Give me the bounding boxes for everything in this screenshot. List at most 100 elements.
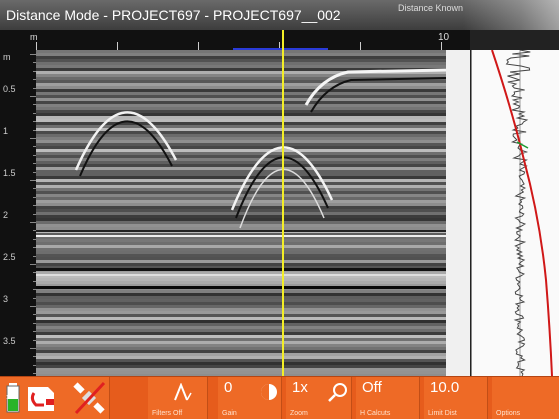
depth-tick	[33, 314, 36, 316]
position-cursor-line[interactable]	[282, 30, 284, 376]
depth-tick	[33, 87, 36, 89]
depth-tick	[33, 272, 36, 274]
distance-unit-label: m	[30, 32, 38, 42]
ruler-tick	[360, 42, 361, 50]
scan-area: m 10 m 0.5 1 1.5 2 2.5 3 3.5	[0, 30, 559, 383]
filter-label: Filters Off	[152, 410, 183, 417]
title-bar: Distance Mode - PROJECT697 - PROJECT697_…	[0, 0, 559, 30]
depth-tick	[30, 96, 36, 97]
depth-tick	[30, 306, 36, 307]
depth-tick	[30, 54, 36, 55]
sd-card-icon[interactable]	[24, 381, 58, 415]
depth-tick	[33, 196, 36, 198]
limit-distance-value: 10.0	[430, 379, 460, 396]
radargram-view[interactable]	[36, 50, 470, 376]
zoom-label: Zoom	[290, 410, 308, 417]
depth-label: 3	[3, 294, 9, 304]
trace-curve	[491, 49, 553, 377]
distance-end-label: 10	[438, 32, 450, 43]
radar-bands	[36, 50, 446, 376]
zoom-button[interactable]: 1x Zoom	[286, 377, 352, 419]
depth-tick	[33, 331, 36, 333]
depth-tick	[33, 373, 36, 375]
depth-tick	[33, 62, 36, 64]
depth-tick	[33, 255, 36, 257]
depth-tick	[33, 112, 36, 114]
depth-tick	[33, 104, 36, 106]
gps-satellite-icon[interactable]	[72, 379, 108, 417]
depth-tick	[33, 171, 36, 173]
depth-tick	[33, 238, 36, 240]
distance-ruler: m 10	[0, 30, 470, 51]
ruler-tick	[279, 42, 280, 50]
status-icons-group: 100	[0, 377, 110, 419]
calibration-button[interactable]: Off H Calcuts	[356, 377, 420, 419]
depth-tick	[33, 70, 36, 72]
ruler-tick	[117, 42, 118, 50]
depth-axis: m 0.5 1 1.5 2 2.5 3 3.5	[0, 50, 37, 383]
options-label: Options	[496, 410, 521, 417]
depth-tick	[33, 188, 36, 190]
trace-green-mark	[516, 141, 529, 149]
depth-tick	[30, 222, 36, 223]
magnifier-icon	[328, 383, 347, 402]
trace-panel	[471, 49, 559, 377]
depth-label: 1.5	[3, 168, 16, 178]
depth-tick	[33, 322, 36, 324]
title-glow	[463, 0, 559, 30]
hyperbola-reflection	[230, 146, 334, 211]
depth-label: 0.5	[3, 84, 16, 94]
depth-tick	[33, 79, 36, 81]
zoom-value: 1x	[292, 379, 308, 396]
depth-tick	[33, 356, 36, 358]
gain-button[interactable]: 0 Gain	[218, 377, 282, 419]
depth-tick	[33, 247, 36, 249]
depth-tick	[33, 297, 36, 299]
status-text: Distance Known	[397, 3, 463, 13]
contrast-icon	[261, 384, 277, 400]
depth-tick	[30, 348, 36, 349]
depth-tick	[33, 289, 36, 291]
limit-distance-button[interactable]: 10.0 Limit Dist	[424, 377, 488, 419]
trace-plot	[491, 49, 553, 377]
hyperbola-reflection	[79, 120, 173, 177]
radargram-image	[36, 50, 470, 376]
depth-tick	[33, 163, 36, 165]
hyperbola-reflection	[235, 156, 329, 219]
hyperbola-reflection	[239, 168, 325, 229]
hyperbola-reflection	[74, 111, 178, 171]
depth-label: 2.5	[3, 252, 16, 262]
trace-wiggle	[505, 49, 531, 377]
ruler-tick	[441, 42, 442, 50]
depth-tick	[33, 129, 36, 131]
depth-label: 1	[3, 126, 9, 136]
calibration-label: H Calcuts	[360, 410, 391, 417]
limit-distance-label: Limit Dist	[428, 410, 457, 417]
gain-value: 0	[224, 379, 233, 396]
depth-tick	[33, 121, 36, 123]
surface-reflection	[304, 68, 447, 106]
depth-tick	[33, 364, 36, 366]
surface-reflection	[310, 77, 447, 113]
depth-tick	[33, 280, 36, 282]
bottom-toolbar: 100 Filters Off 0 Gain 1x	[0, 376, 559, 419]
options-button[interactable]: Options	[492, 377, 559, 419]
scan-progress-bar	[233, 48, 328, 51]
calibration-value: Off	[362, 379, 382, 396]
filter-icon	[174, 383, 192, 401]
gain-label: Gain	[222, 410, 237, 417]
depth-tick	[33, 230, 36, 232]
depth-tick	[33, 205, 36, 207]
filter-button[interactable]: Filters Off	[148, 377, 208, 419]
depth-tick	[33, 154, 36, 156]
ruler-tick	[36, 42, 37, 50]
depth-label: 2	[3, 210, 9, 220]
window-title: Distance Mode - PROJECT697 - PROJECT697_…	[6, 7, 341, 23]
battery-label: 100	[6, 395, 15, 401]
depth-tick	[30, 264, 36, 265]
depth-tick	[30, 180, 36, 181]
ruler-tick	[198, 42, 199, 50]
depth-tick	[33, 339, 36, 341]
battery-icon	[6, 383, 20, 413]
depth-tick	[33, 213, 36, 215]
